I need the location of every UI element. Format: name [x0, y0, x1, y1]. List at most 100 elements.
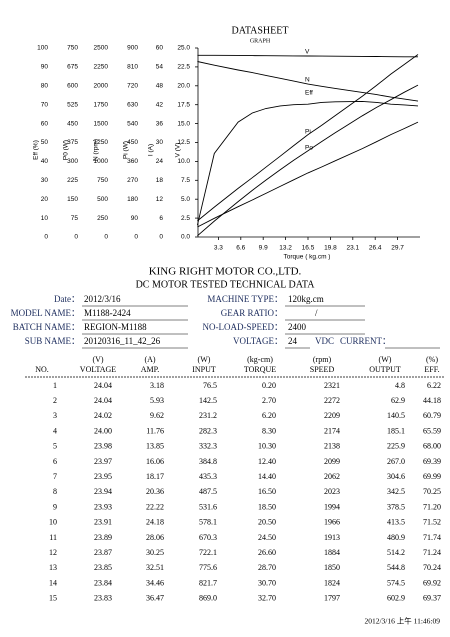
table-cell: 670.3 [199, 533, 217, 542]
table-cell: 23.87 [94, 548, 112, 557]
column-header: INPUT [192, 365, 216, 374]
curve [197, 54, 418, 58]
y-tick-label: 12 [156, 196, 164, 203]
curve [197, 61, 419, 102]
y-tick-label: 450 [127, 139, 138, 146]
table-cell: 267.0 [387, 457, 405, 466]
x-tick-label: 23.1 [346, 245, 359, 252]
y-tick-label: 90 [131, 215, 139, 222]
table-cell: 32.70 [258, 594, 276, 603]
x-tick-label: 13.2 [279, 245, 292, 252]
y-tick-label: 60 [156, 45, 164, 52]
y-tick-label: 20.0 [177, 83, 190, 90]
curve [197, 121, 419, 228]
title: DATASHEET [232, 25, 289, 36]
y-tick-label: 2500 [94, 45, 109, 52]
table-cell: 70.24 [423, 563, 441, 572]
y-tick-label: 540 [127, 120, 138, 127]
info-label: MACHINE TYPE： [207, 294, 283, 304]
table-cell: 775.6 [199, 563, 217, 572]
y-axis-label: V (V) [175, 143, 182, 158]
unit-header: (W) [379, 355, 392, 364]
x-tick-label: 16.5 [302, 245, 315, 252]
table-cell: 34.46 [146, 578, 164, 587]
curve [197, 84, 419, 237]
y-tick-label: 225 [67, 177, 78, 184]
y-tick-label: 40 [41, 158, 49, 165]
y-tick-label: 10 [41, 215, 49, 222]
table-cell: 69.39 [423, 457, 441, 466]
info-value: REGION-M1188 [84, 322, 147, 332]
y-tick-label: 0 [104, 234, 108, 241]
y-axis-label: I (A) [148, 144, 155, 156]
table-cell: 140.5 [387, 411, 405, 420]
table-cell: 142.5 [199, 396, 217, 405]
y-tick-label: 180 [127, 196, 138, 203]
table-cell: 69.37 [423, 594, 441, 603]
table-cell: 23.97 [94, 457, 112, 466]
table-cell: 531.6 [199, 502, 217, 511]
y-tick-label: 22.5 [177, 64, 190, 71]
unit-header: (kg-cm) [247, 355, 273, 364]
y-tick-label: 450 [67, 120, 78, 127]
table-cell: 2321 [324, 381, 340, 390]
table-cell: 231.2 [199, 411, 217, 420]
y-tick-label: 0 [159, 234, 163, 241]
table-cell: 5.93 [150, 396, 164, 405]
y-tick-label: 1250 [94, 139, 109, 146]
table-cell: 24.04 [94, 396, 112, 405]
x-tick-label: 29.7 [391, 245, 404, 252]
x-tick-label: 9.9 [259, 245, 268, 252]
table-cell: 9.62 [150, 411, 164, 420]
table-cell: 1966 [324, 518, 340, 527]
y-tick-label: 300 [67, 158, 78, 165]
y-tick-label: 2.5 [181, 215, 190, 222]
y-axis-label: N (rpm) [93, 139, 100, 161]
table-cell: 5 [53, 442, 57, 451]
table-cell: 23.84 [94, 578, 112, 587]
table-cell: 14.40 [258, 472, 276, 481]
y-tick-label: 24 [156, 158, 164, 165]
table-cell: 24.00 [94, 426, 112, 435]
company-subtitle: DC MOTOR TESTED TECHNICAL DATA [136, 279, 316, 290]
curve-label: N [305, 77, 310, 84]
unit-header: (rpm) [313, 355, 332, 364]
y-tick-label: 20 [41, 196, 49, 203]
table-cell: 68.00 [423, 442, 441, 451]
y-tick-label: 270 [127, 177, 138, 184]
table-cell: 71.74 [423, 533, 441, 542]
info-value: 120kg.cm [288, 294, 324, 304]
table-cell: 30.25 [146, 548, 164, 557]
y-tick-label: 60 [41, 120, 49, 127]
unit-header: (%) [426, 355, 438, 364]
column-header: VOLTAGE [80, 365, 117, 374]
table-cell: 36.47 [146, 594, 164, 603]
y-tick-label: 0 [74, 234, 78, 241]
x-tick-label: 26.4 [369, 245, 382, 252]
table-cell: 69.99 [423, 472, 441, 481]
table-cell: 24.18 [146, 518, 164, 527]
table-cell: 18.50 [258, 502, 276, 511]
table-cell: 70.25 [423, 487, 441, 496]
table-cell: 869.0 [199, 594, 217, 603]
table-cell: 23.94 [94, 487, 112, 496]
table-cell: 1 [53, 381, 57, 390]
y-tick-label: 80 [41, 83, 49, 90]
table-cell: 0.20 [262, 381, 276, 390]
table-cell: 65.59 [423, 426, 441, 435]
timestamp: 2012/3/16 上午 11:46:09 [364, 616, 440, 626]
y-tick-label: 75 [71, 215, 79, 222]
table-cell: 32.51 [146, 563, 164, 572]
table-cell: 2023 [324, 487, 340, 496]
y-tick-label: 250 [97, 215, 108, 222]
x-tick-label: 19.8 [324, 245, 337, 252]
table-cell: 1824 [324, 578, 340, 587]
table-cell: 23.89 [94, 533, 112, 542]
table-cell: 6.20 [262, 411, 276, 420]
table-cell: 13 [49, 563, 57, 572]
table-cell: 11.76 [146, 426, 164, 435]
table-cell: 1994 [324, 502, 340, 511]
table-cell: 487.5 [199, 487, 217, 496]
y-tick-label: 0 [134, 234, 138, 241]
